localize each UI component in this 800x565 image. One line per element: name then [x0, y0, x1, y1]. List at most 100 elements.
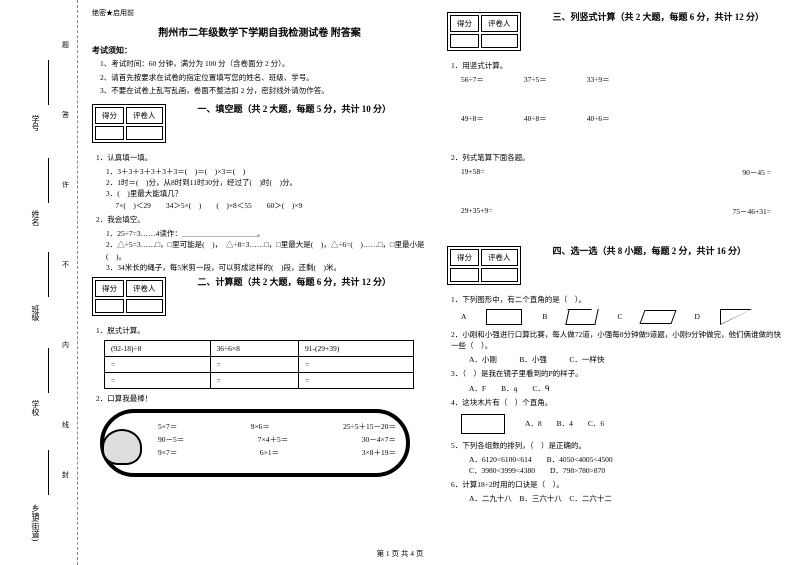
seal-char: 不 — [62, 260, 69, 270]
grader-cell — [481, 34, 518, 48]
question: 2．我会填空。 — [96, 214, 427, 225]
parallelogram-icon — [640, 310, 677, 324]
sub-item: 1．25÷7=3……4读作：＿＿＿＿＿＿＿＿＿＿。 — [106, 228, 427, 239]
binding-margin: 乡镇(街道) 学校 班级 姓名 学号 封 线 内 不 许 答 题 — [0, 0, 78, 565]
expr: 37÷5＝ — [524, 74, 547, 85]
expr: 33÷9＝ — [587, 74, 610, 85]
question: 1．脱式计算。 — [96, 325, 427, 336]
cell: (92-18)÷8 — [105, 341, 211, 357]
opt-label: D — [694, 312, 699, 321]
cartoon-head-icon — [102, 429, 142, 465]
section-heading: 四、选一选（共 8 小题，每题 2 分，共计 16 分） — [553, 242, 747, 262]
score-h: 得分 — [450, 15, 479, 32]
expr: 90－45 = — [742, 167, 771, 178]
grader-cell — [126, 299, 163, 313]
opt-label: C — [617, 312, 622, 321]
speech-bubble: 5×7＝9×6＝25÷5＋15－20＝ 90－5＝7×4＋5＝30－4×7＝ 9… — [100, 409, 410, 477]
secret-label: 绝密★启用前 — [92, 8, 427, 18]
trapezoid-icon — [566, 309, 599, 325]
question: 2．小刚和小强进行口算比赛，每人做72道，小强每8分钟做9道题，小刚9分钟做完，… — [451, 329, 782, 352]
sub-item: 2．1时＝( )分，从8时到11时30分，经过了( )时( )分。 — [106, 177, 427, 188]
left-column: 绝密★启用前 荆州市二年级数学下学期自我检测试卷 附答案 考试须知： 1、考试时… — [82, 8, 437, 504]
score-cell — [95, 299, 124, 313]
expr: 3×8＋19＝ — [362, 447, 396, 458]
cell: = — [210, 373, 298, 389]
score-h: 得分 — [95, 107, 124, 124]
score-box: 得分评卷人 — [92, 104, 166, 143]
opt-label: B — [542, 312, 547, 321]
notice-item: 3、不要在试卷上乱写乱画，卷面不整洁扣 2 分，密封线外请勿作答。 — [100, 86, 427, 97]
grader-h: 评卷人 — [126, 107, 163, 124]
expr: 40÷8＝ — [524, 113, 547, 124]
seal-char: 封 — [62, 470, 69, 480]
cell: = — [105, 357, 211, 373]
question: 6．计算18÷2时用的口诀是（ ）。 — [451, 479, 782, 490]
cell: = — [299, 357, 414, 373]
bind-field — [48, 348, 49, 393]
score-cell — [95, 126, 124, 140]
exam-title: 荆州市二年级数学下学期自我检测试卷 附答案 — [92, 24, 427, 39]
question: 5．下列各组数的排列，（ ）是正确的。 — [451, 440, 782, 451]
calc-table: (92-18)÷836÷6×891-(29+39) === === — [104, 340, 414, 389]
opt-label: A — [461, 312, 466, 321]
score-h: 得分 — [450, 249, 479, 266]
expr: 40÷6＝ — [587, 113, 610, 124]
question: 1．用竖式计算。 — [451, 60, 782, 71]
bind-field — [48, 450, 49, 495]
expr: 9×6＝ — [251, 421, 270, 432]
cell: = — [105, 373, 211, 389]
page-content: 绝密★启用前 荆州市二年级数学下学期自我检测试卷 附答案 考试须知： 1、考试时… — [82, 8, 792, 504]
cell: = — [210, 357, 298, 373]
score-h: 得分 — [95, 280, 124, 297]
options: A．二九十八 B．三六十八 C．二六十二 — [469, 493, 782, 504]
rectangle-icon — [486, 309, 522, 325]
sub-item: 3．34米长的绳子，每5米剪一段，可以剪成这样的( )段，还剩( )米。 — [106, 262, 427, 273]
options: A．6120<6100<614 B．4050<4005<4500 — [469, 454, 782, 465]
sub-item: 2．△÷5=3……□，□里可能是( )， △÷8=3……□，□里最大是( )，△… — [106, 239, 427, 262]
notice-item: 2、请首先按要求在试卷的指定位置填写您的姓名、班级、学号。 — [100, 73, 427, 84]
page-footer: 第 1 页 共 4 页 — [0, 548, 800, 559]
grader-h: 评卷人 — [126, 280, 163, 297]
grader-cell — [481, 268, 518, 282]
bind-label: 学校 — [30, 400, 41, 416]
options: A．F B．q C．ᑫ — [469, 383, 782, 394]
question: 1．认真填一填。 — [96, 152, 427, 163]
options: A．小刚 B．小强 C．一样快 — [469, 354, 782, 365]
sub-item: 7×( )＜29 34＞5×( ) ( )×8＜55 60＞( )×9 — [106, 200, 427, 211]
question: 1．下列图形中，有二个直角的是（ ）。 — [451, 294, 782, 305]
expr: 56÷7＝ — [461, 74, 484, 85]
section-heading: 三、列竖式计算（共 2 大题，每题 6 分，共计 12 分） — [553, 8, 765, 28]
bind-label: 姓名 — [30, 210, 41, 226]
seal-char: 许 — [62, 180, 69, 190]
bind-field — [48, 158, 49, 203]
rectangle-icon — [461, 414, 505, 434]
options: A．8 B．4 C．6 — [525, 418, 604, 429]
seal-char: 答 — [62, 110, 69, 120]
expr: 5×7＝ — [158, 421, 177, 432]
shape-options: A B C D — [461, 309, 782, 325]
cell: 91-(29+39) — [299, 341, 414, 357]
bind-field — [48, 252, 49, 297]
grader-cell — [126, 126, 163, 140]
expr: 29+35+9= — [461, 206, 492, 217]
question: 4．这块木片有（ ）个直角。 — [451, 397, 782, 408]
seal-char: 题 — [62, 40, 69, 50]
cell: = — [299, 373, 414, 389]
expr: 49÷8＝ — [461, 113, 484, 124]
right-column: 得分评卷人 三、列竖式计算（共 2 大题，每题 6 分，共计 12 分） 1．用… — [437, 8, 792, 504]
triangle-icon — [720, 309, 752, 325]
options: C．3980<3999<4380 D．798>780>870 — [469, 465, 782, 476]
bind-label: 班级 — [30, 305, 41, 321]
expr: 75－46+31= — [733, 206, 771, 217]
question: 3．（ ）是我在镜子里看到的P的样子。 — [451, 368, 782, 379]
notice-heading: 考试须知： — [92, 45, 427, 56]
sub-item: 3．( )里最大能填几？ — [106, 188, 427, 199]
section-heading: 二、计算题（共 2 大题，每题 6 分，共计 12 分） — [198, 273, 392, 293]
question: 2．列式笔算下面各题。 — [451, 152, 782, 163]
expr: 25÷5＋15－20＝ — [343, 421, 396, 432]
expr: 19+58= — [461, 167, 484, 178]
score-box: 得分评卷人 — [92, 277, 166, 316]
notice-item: 1、考试时间：60 分钟，满分为 100 分（含卷面分 2 分）。 — [100, 59, 427, 70]
seal-char: 内 — [62, 340, 69, 350]
score-box: 得分评卷人 — [447, 12, 521, 51]
